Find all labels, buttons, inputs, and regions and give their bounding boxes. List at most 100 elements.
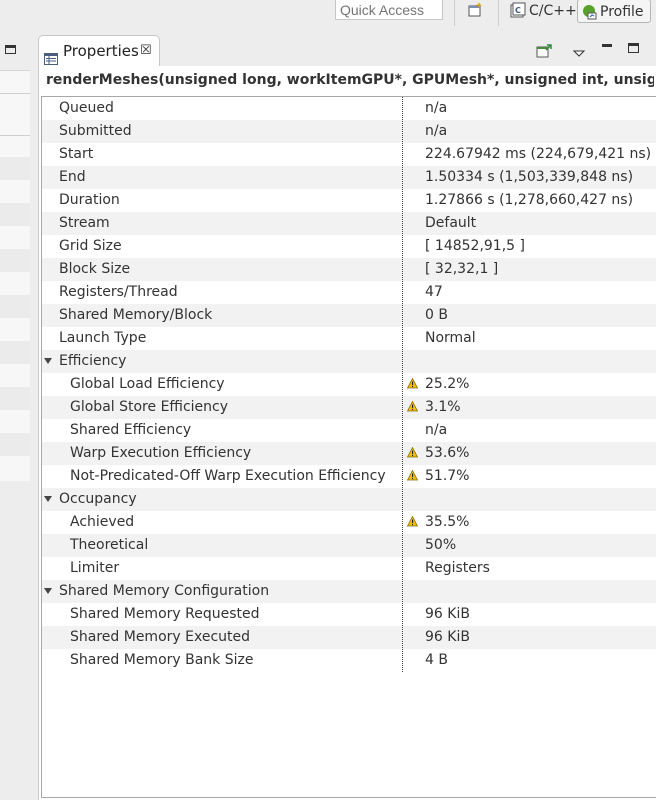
list-item[interactable] [0, 157, 30, 180]
property-row[interactable]: Warp Execution Efficiency 53.6% [42, 442, 656, 465]
property-row[interactable]: Achieved 35.5% [42, 511, 656, 534]
properties-panel: renderMeshes(unsigned long, workItemGPU*… [38, 66, 656, 800]
pin-view-icon[interactable] [536, 43, 552, 62]
property-value: 53.6% [425, 445, 470, 461]
left-view-content [0, 70, 30, 481]
property-row[interactable]: Queued n/a [42, 97, 656, 120]
properties-icon [44, 45, 58, 75]
property-value: Normal [425, 330, 476, 346]
profile-perspective-icon [582, 4, 598, 28]
expand-toggle-icon[interactable] [44, 588, 52, 594]
expand-toggle-icon[interactable] [44, 496, 52, 502]
property-row[interactable]: Block Size [ 32,32,1 ] [42, 258, 656, 281]
property-value: n/a [425, 100, 448, 116]
property-row[interactable]: Shared Memory Executed 96 KiB [42, 626, 656, 649]
maximize-icon[interactable] [628, 43, 639, 53]
perspective-profile-button[interactable]: Profile [577, 0, 651, 23]
property-row[interactable]: Shared Efficiency n/a [42, 419, 656, 442]
property-name: Theoretical [70, 537, 149, 553]
property-row[interactable]: Shared Memory Bank Size 4 B [42, 649, 656, 672]
property-value: 51.7% [425, 468, 470, 484]
property-row[interactable]: Start 224.67942 ms (224,679,421 ns) [42, 143, 656, 166]
property-value: 96 KiB [425, 606, 470, 622]
tab-properties[interactable]: Properties ☒ [38, 35, 160, 67]
property-name: Not-Predicated-Off Warp Execution Effici… [70, 468, 386, 484]
open-perspective-icon[interactable] [467, 1, 485, 19]
property-name: Block Size [59, 261, 131, 277]
close-icon[interactable]: ☒ [140, 43, 152, 58]
warning-icon [407, 516, 418, 527]
property-name: Global Store Efficiency [70, 399, 228, 415]
property-row[interactable]: Duration 1.27866 s (1,278,660,427 ns) [42, 189, 656, 212]
list-item[interactable] [0, 433, 30, 456]
property-name: Global Load Efficiency [70, 376, 225, 392]
property-name: Stream [59, 215, 110, 231]
property-row[interactable]: Theoretical 50% [42, 534, 656, 557]
property-value: 1.27866 s (1,278,660,427 ns) [425, 192, 634, 208]
property-name: Launch Type [59, 330, 147, 346]
property-row[interactable]: Global Store Efficiency 3.1% [42, 396, 656, 419]
list-item[interactable] [0, 203, 30, 226]
property-name: Occupancy [59, 491, 137, 507]
property-value: 96 KiB [425, 629, 470, 645]
properties-table: Queued n/a Submitted n/a Start 224.67942 ms (… [41, 96, 656, 798]
property-row[interactable]: Grid Size [ 14852,91,5 ] [42, 235, 656, 258]
property-name: Shared Memory Configuration [59, 583, 270, 599]
maximize-icon[interactable] [5, 45, 16, 54]
page-title: renderMeshes(unsigned long, workItemGPU*… [46, 72, 654, 88]
top-toolbar: C C/C++ Profile [0, 0, 656, 30]
perspective-cpp-button[interactable]: C C/C++ [510, 0, 577, 22]
tab-properties-label: Properties [63, 42, 139, 60]
property-value: n/a [425, 422, 448, 438]
property-name: Limiter [70, 560, 120, 576]
property-row[interactable]: Global Load Efficiency 25.2% [42, 373, 656, 396]
property-value: 35.5% [425, 514, 470, 530]
perspective-profile-label: Profile [600, 4, 644, 20]
property-value: 3.1% [425, 399, 461, 415]
property-value: 1.50334 s (1,503,339,848 ns) [425, 169, 634, 185]
property-row[interactable]: Submitted n/a [42, 120, 656, 143]
property-row[interactable]: Not-Predicated-Off Warp Execution Effici… [42, 465, 656, 488]
property-row[interactable]: Registers/Thread 47 [42, 281, 656, 304]
property-group-row[interactable]: Efficiency [42, 350, 656, 373]
property-value: Registers [425, 560, 490, 576]
property-value: [ 32,32,1 ] [425, 261, 499, 277]
property-name: Duration [59, 192, 120, 208]
perspective-cpp-label: C/C++ [529, 3, 577, 19]
property-group-row[interactable]: Shared Memory Configuration [42, 580, 656, 603]
divider [0, 93, 30, 94]
property-row[interactable]: End 1.50334 s (1,503,339,848 ns) [42, 166, 656, 189]
property-name: Efficiency [59, 353, 127, 369]
expand-toggle-icon[interactable] [44, 358, 52, 364]
warning-icon [407, 470, 418, 481]
property-row[interactable]: Limiter Registers [42, 557, 656, 580]
list-item[interactable] [0, 249, 30, 272]
property-group-row[interactable]: Occupancy [42, 488, 656, 511]
property-name: Grid Size [59, 238, 122, 254]
property-name: Registers/Thread [59, 284, 178, 300]
cpp-perspective-icon: C [510, 2, 526, 25]
column-divider[interactable] [402, 97, 403, 672]
property-name: End [59, 169, 86, 185]
left-view-partial [0, 30, 30, 800]
property-value: 47 [425, 284, 443, 300]
list-item[interactable] [0, 295, 30, 318]
property-value: 4 B [425, 652, 448, 668]
property-row[interactable]: Shared Memory/Block 0 B [42, 304, 656, 327]
property-name: Shared Memory Executed [70, 629, 250, 645]
property-row[interactable]: Stream Default [42, 212, 656, 235]
property-name: Shared Efficiency [70, 422, 192, 438]
warning-icon [407, 401, 418, 412]
list-item[interactable] [0, 387, 30, 410]
property-name: Achieved [70, 514, 135, 530]
property-row[interactable]: Shared Memory Requested 96 KiB [42, 603, 656, 626]
toolbar-separator [454, 0, 455, 26]
view-menu-chevron-down-icon[interactable] [572, 43, 586, 62]
property-name: Start [59, 146, 94, 162]
left-view-toolbar [0, 38, 30, 68]
list-item[interactable] [0, 341, 30, 364]
property-name: Shared Memory/Block [59, 307, 213, 323]
quick-access-input[interactable] [335, 0, 443, 20]
property-row[interactable]: Launch Type Normal [42, 327, 656, 350]
minimize-icon[interactable] [602, 44, 612, 47]
